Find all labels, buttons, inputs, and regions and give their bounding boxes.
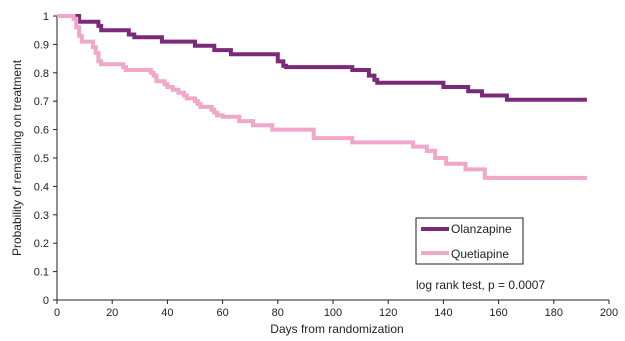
y-tick-label: 0.9 [34, 39, 49, 51]
axes: 0 20 40 60 80 100 120 140 160 180 200 0 0.1 0.2 0.3 0.… [34, 11, 618, 319]
y-tick-label: 0.4 [34, 181, 49, 193]
y-tick-label: 1 [43, 11, 49, 23]
x-tick-label: 120 [379, 307, 397, 319]
y-tick-label: 0.1 [34, 267, 49, 279]
plot-area [57, 14, 587, 180]
legend-label-quetiapine: Quetiapine [451, 247, 509, 261]
x-tick-label: 60 [216, 307, 228, 319]
legend-box [415, 217, 524, 265]
x-tick-label: 180 [545, 307, 563, 319]
series-line-olanzapine [57, 14, 587, 102]
y-tick-label: 0.5 [34, 153, 49, 165]
legend-label-olanzapine: Olanzapine [451, 222, 512, 236]
x-tick-label: 100 [324, 307, 342, 319]
log-rank-annotation: log rank test, p = 0.0007 [416, 278, 545, 292]
y-tick-label: 0 [43, 295, 49, 307]
y-axis-title: Probability of remaining on treatment [10, 59, 24, 256]
x-axis-title: Days from randomization [270, 322, 403, 336]
y-axis-ticks: 0 0.1 0.2 0.3 0.4 0.5 0.6 0.7 0.8 0.9 1 [34, 11, 57, 307]
legend: Olanzapine Quetiapine [415, 217, 524, 265]
y-tick-label: 0.8 [34, 68, 49, 80]
y-tick-label: 0.6 [34, 125, 49, 137]
series-line-quetiapine [57, 14, 587, 180]
x-tick-label: 200 [600, 307, 618, 319]
x-tick-label: 0 [54, 307, 60, 319]
y-tick-label: 0.7 [34, 96, 49, 108]
x-tick-label: 160 [489, 307, 507, 319]
x-tick-label: 20 [106, 307, 118, 319]
x-tick-label: 140 [434, 307, 452, 319]
y-tick-label: 0.3 [34, 210, 49, 222]
x-tick-label: 80 [272, 307, 284, 319]
x-axis-ticks: 0 20 40 60 80 100 120 140 160 180 200 [54, 300, 618, 319]
y-tick-label: 0.2 [34, 238, 49, 250]
x-tick-label: 40 [161, 307, 173, 319]
